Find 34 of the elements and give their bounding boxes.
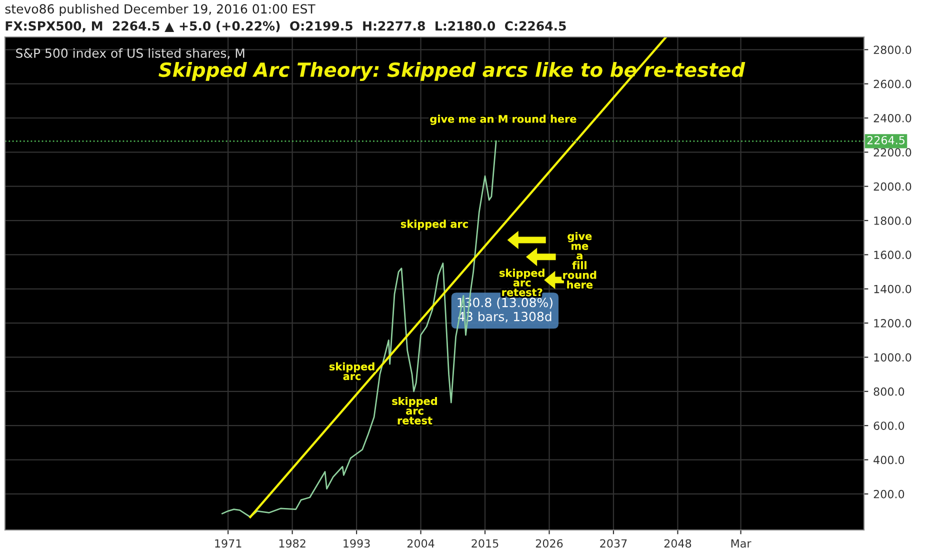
y-tick-label: 1600.0 — [874, 250, 912, 260]
y-tick-label: 200.0 — [874, 490, 904, 498]
text: S&P 500 index of US listed shares, M — [16, 48, 244, 60]
annotation: skipped arc — [400, 220, 468, 230]
annotation: skipped arc — [330, 362, 374, 380]
x-tick-label: 1971 — [215, 539, 242, 548]
annotation: give me an M round here — [430, 114, 576, 125]
annotation: skipped arc retest? — [500, 268, 544, 296]
y-tick-label: 2200.0 — [874, 148, 912, 157]
y-tick-label: 2400.0 — [874, 114, 912, 122]
annotation: give me a fill round here — [563, 232, 596, 289]
text: stevo86 published December 19, 2016 01:00 EST — [5, 4, 316, 16]
x-tick-label: 1993 — [344, 539, 370, 548]
x-tick-label: Mar — [731, 539, 752, 548]
x-tick-label: 2004 — [407, 539, 434, 548]
x-tick-label: 2037 — [600, 539, 627, 548]
y-tick-label: 800.0 — [874, 387, 904, 396]
y-tick-label: 1800.0 — [874, 216, 912, 225]
y-tick-label: 600.0 — [874, 422, 904, 430]
text: Skipped Arc Theory: Skipped arcs like to be re-tested — [158, 62, 746, 81]
y-tick-label: 1000.0 — [874, 353, 912, 362]
y-tick-label: 400.0 — [874, 456, 904, 464]
ref-line-label: 2264.5 — [867, 136, 904, 144]
y-tick-label: 2600.0 — [874, 80, 912, 88]
x-tick-label: 2026 — [536, 539, 563, 548]
x-tick-label: 2048 — [664, 539, 692, 548]
annotation: skipped arc retest — [392, 396, 437, 424]
y-tick-label: 2000.0 — [874, 182, 912, 191]
y-tick-label: 1200.0 — [874, 319, 912, 328]
y-tick-label: 1400.0 — [874, 284, 912, 294]
x-tick-label: 2015 — [472, 539, 498, 548]
x-tick-label: 1982 — [279, 539, 306, 548]
text: FX:SPX500, M 2264.5 ▲ +5.0 (+0.22%) O:2199.5 H:2277.8 L:2180.0 C:2264.5 — [6, 20, 566, 32]
y-tick-label: 2800.0 — [874, 46, 912, 54]
